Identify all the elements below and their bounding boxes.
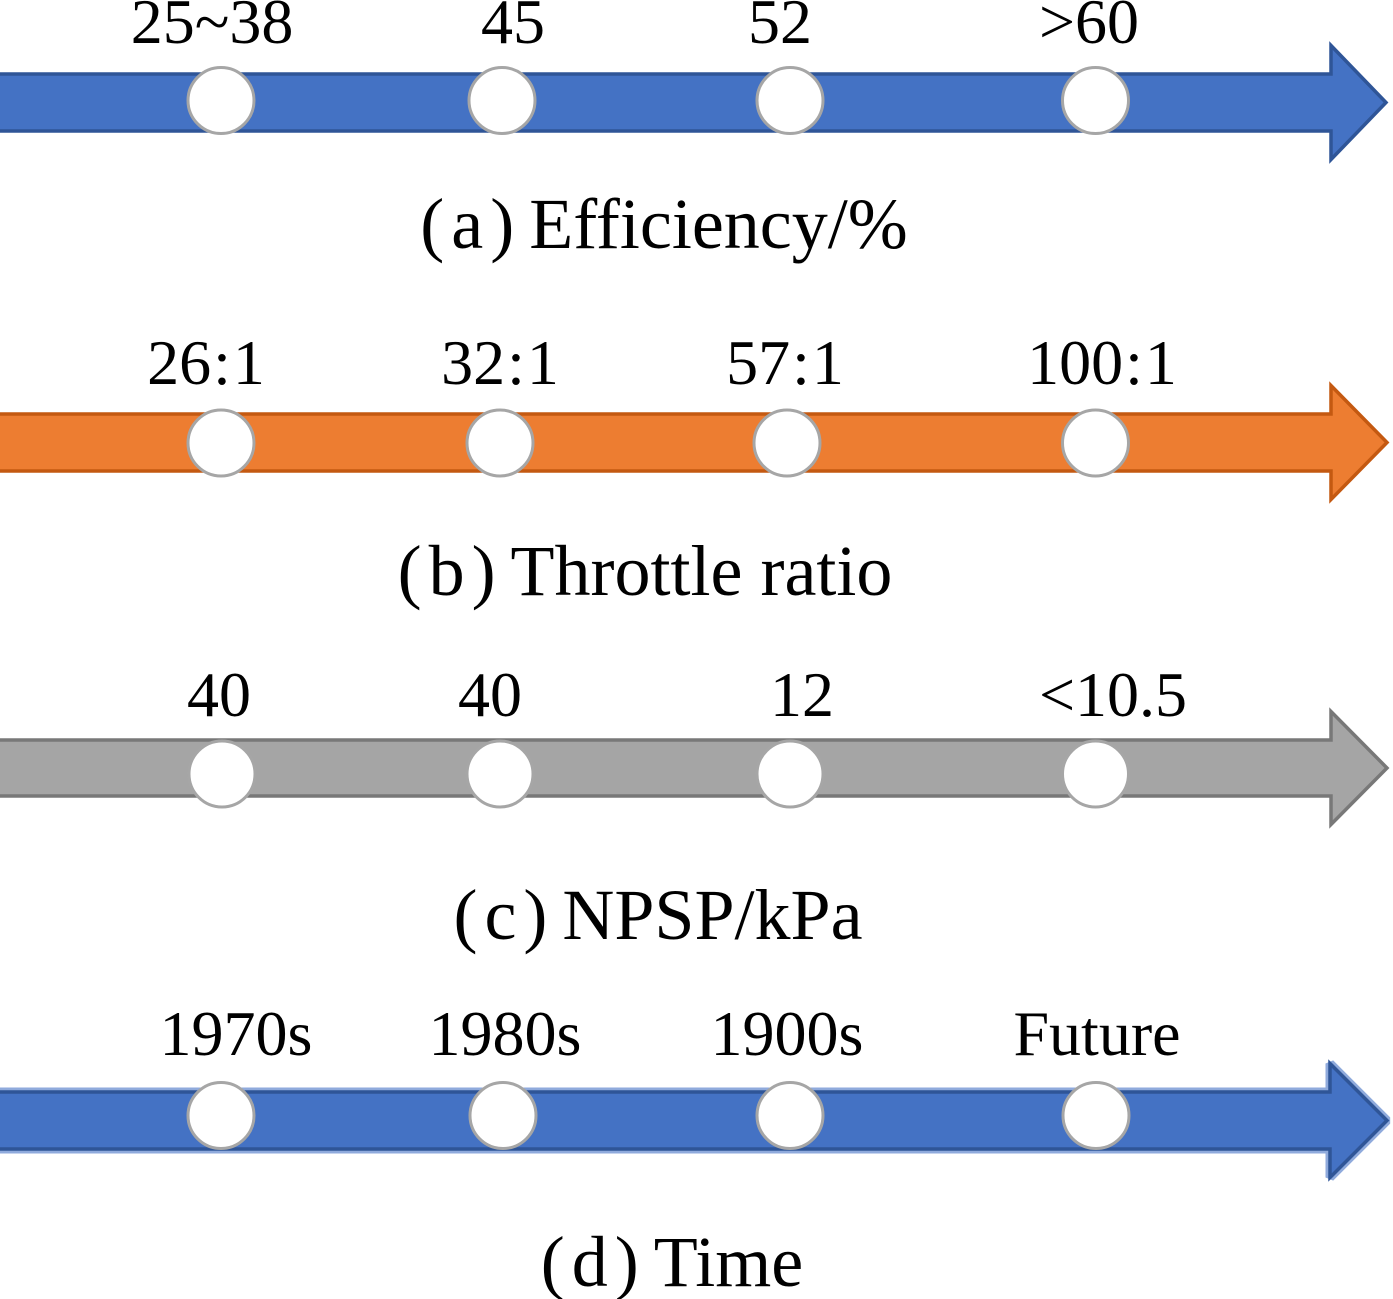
svg-text:26:1: 26:1 — [147, 327, 265, 398]
svg-text:>60: >60 — [1039, 0, 1139, 57]
svg-text:25~38: 25~38 — [131, 0, 294, 57]
svg-text:(c)NPSP/kPa: (c) NPSP/kPa — [453, 875, 862, 955]
svg-text:1970s: 1970s — [160, 998, 313, 1069]
svg-text:52: 52 — [748, 0, 812, 57]
svg-text:45: 45 — [481, 0, 545, 57]
svg-text:40: 40 — [458, 659, 522, 730]
svg-text:Future: Future — [1013, 998, 1180, 1069]
svg-text:1980s: 1980s — [429, 998, 582, 1069]
svg-text:(d)Time: (d) Time — [541, 1222, 803, 1299]
svg-text:(b)Throttle ratio: (b) Throttle ratio — [398, 531, 893, 611]
svg-text:12: 12 — [770, 659, 834, 730]
svg-text:40: 40 — [187, 659, 251, 730]
svg-text:1900s: 1900s — [711, 998, 864, 1069]
svg-text:<10.5: <10.5 — [1039, 659, 1187, 730]
svg-text:100:1: 100:1 — [1027, 327, 1177, 398]
svg-text:32:1: 32:1 — [441, 327, 559, 398]
svg-text:(a)Efficiency/%: (a) Efficiency/% — [420, 184, 907, 264]
svg-text:57:1: 57:1 — [726, 327, 844, 398]
